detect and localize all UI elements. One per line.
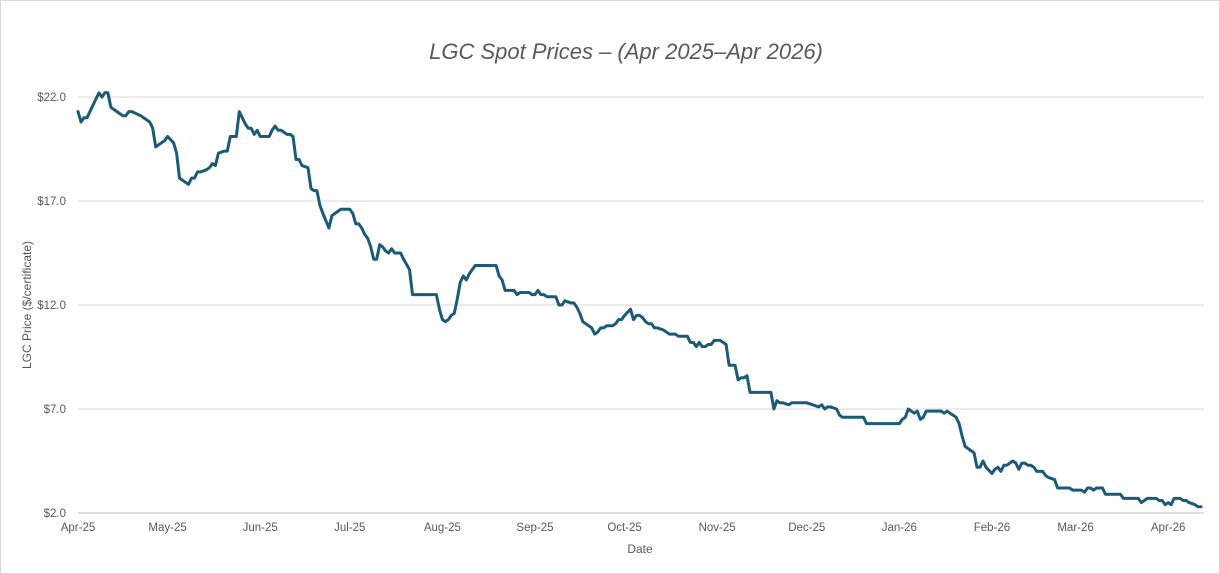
x-tick-label: Oct-25 [607, 522, 642, 534]
x-tick-label: Dec-25 [788, 522, 825, 534]
series-line [76, 91, 1203, 509]
x-tick-label: Sep-25 [516, 522, 553, 534]
y-axis-ticks: $2.0 $7.0 $12.0 $17.0 $22.0 [37, 92, 66, 520]
x-axis-ticks: Apr-25 May-25 Jun-25 Jul-25 Aug-25 Sep-25 Oct-… [61, 522, 1186, 534]
gridlines [78, 96, 1204, 410]
x-tick-label: Apr-25 [61, 522, 96, 534]
x-tick-label: Feb-26 [974, 522, 1010, 534]
chart-title: LGC Spot Prices – (Apr 2025–Apr 2026) [429, 39, 823, 64]
x-tick-label: Jul-25 [334, 522, 365, 534]
x-tick-label: Apr-26 [1151, 522, 1186, 534]
x-tick-label: May-25 [148, 522, 186, 534]
x-axis-label: Date [627, 542, 653, 556]
x-tick-label: Aug-25 [424, 522, 461, 534]
x-tick-label: Mar-26 [1057, 522, 1093, 534]
x-tick-label: Jan-26 [882, 522, 917, 534]
y-axis-label: LGC Price ($/certificate) [20, 241, 34, 369]
x-tick-label: Nov-25 [699, 522, 736, 534]
y-tick-label: $7.0 [44, 404, 66, 416]
y-tick-label: $17.0 [37, 196, 66, 208]
y-tick-label: $22.0 [37, 92, 66, 104]
y-tick-label: $12.0 [37, 300, 66, 312]
x-tick-label: Jun-25 [243, 522, 278, 534]
y-tick-label: $2.0 [44, 508, 66, 520]
